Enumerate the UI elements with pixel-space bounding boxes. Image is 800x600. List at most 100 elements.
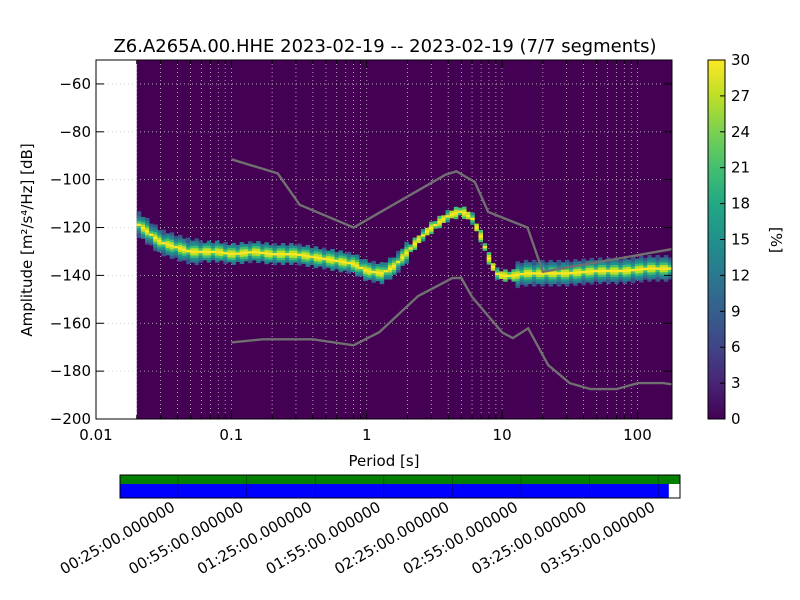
heatmap-cell (268, 250, 274, 253)
heatmap-cell (400, 251, 405, 254)
heatmap-cell (643, 272, 648, 275)
heatmap-cell (301, 246, 306, 250)
heatmap-cell (260, 258, 265, 262)
heatmap-cell (194, 252, 199, 256)
heatmap-cell (149, 235, 154, 239)
x-tick-label: 1 (362, 426, 372, 444)
heatmap-cell (470, 214, 475, 218)
heatmap-cell (527, 267, 533, 270)
heatmap-cell (363, 275, 368, 279)
heatmap-cell (412, 244, 418, 248)
heatmap-cell (408, 249, 414, 253)
heatmap-cell (243, 258, 249, 262)
heatmap-cell (445, 210, 451, 213)
heatmap-cell (593, 269, 599, 273)
heatmap-cell (532, 274, 537, 277)
colorbar-tick-label: 0 (731, 410, 741, 428)
heatmap-cell (153, 241, 158, 245)
heatmap-cell (317, 251, 323, 255)
heatmap-cell (190, 240, 195, 244)
heatmap-cell (412, 237, 418, 241)
heatmap-cell (536, 281, 541, 285)
heatmap-cell (639, 258, 644, 261)
heatmap-cell (639, 267, 644, 271)
heatmap-cell (206, 255, 212, 258)
heatmap-cell (280, 255, 286, 258)
heatmap-cell (379, 262, 385, 265)
heatmap-cell (309, 257, 315, 261)
heatmap-cell (367, 274, 372, 278)
time-tick-label: 03:55:00.000000 (537, 498, 658, 578)
heatmap-cell (144, 217, 150, 221)
heatmap-cell (548, 271, 553, 275)
heatmap-cell (486, 256, 492, 260)
heatmap-cell (544, 278, 549, 282)
heatmap-cell (532, 278, 537, 282)
heatmap-cell (198, 252, 204, 256)
heatmap-cell (639, 255, 644, 259)
heatmap-cell (346, 263, 352, 267)
heatmap-cell (392, 260, 397, 263)
heatmap-cell (556, 276, 562, 280)
heatmap-cell (519, 263, 525, 266)
heatmap-cell (589, 257, 595, 261)
heatmap-cell (564, 264, 570, 268)
heatmap-cell (466, 216, 471, 220)
heatmap-cell (165, 252, 171, 256)
heatmap-cell (556, 283, 562, 287)
heatmap-cell (626, 276, 632, 279)
heatmap-cell (634, 260, 640, 264)
heatmap-cell (597, 257, 603, 261)
heatmap-cell (214, 257, 220, 261)
heatmap-cell (462, 216, 467, 219)
heatmap-cell (404, 256, 409, 259)
heatmap-cell (342, 255, 348, 259)
heatmap-cell (177, 244, 183, 248)
heatmap-cell (190, 257, 195, 261)
heatmap-cell (227, 249, 232, 253)
heatmap-cell (227, 252, 232, 256)
heatmap-cell (606, 281, 611, 285)
heatmap-cell (618, 274, 623, 277)
heatmap-cell (639, 260, 644, 264)
heatmap-cell (322, 261, 327, 265)
heatmap-cell (515, 263, 521, 267)
heatmap-cell (597, 271, 603, 275)
heatmap-cell (626, 261, 632, 265)
time-tick-label: 02:25:00.000000 (331, 498, 452, 578)
heatmap-cell (659, 267, 665, 270)
heatmap-cell (235, 254, 241, 258)
heatmap-cell (560, 276, 566, 280)
heatmap-cell (161, 229, 166, 233)
heatmap-cell (622, 269, 628, 273)
y-tick-label: −180 (50, 362, 91, 380)
heatmap-cell (602, 271, 607, 275)
heatmap-cell (194, 257, 199, 261)
heatmap-cell (330, 265, 335, 269)
heatmap-cell (219, 257, 224, 261)
y-tick-label: −120 (50, 219, 91, 237)
heatmap-cell (256, 248, 261, 252)
heatmap-cell (606, 278, 611, 282)
heatmap-cell (289, 262, 294, 266)
heatmap-cell (441, 215, 446, 219)
heatmap-cell (272, 262, 278, 266)
heatmap-cell (659, 269, 665, 273)
heatmap-cell (573, 273, 578, 277)
heatmap-cell (202, 250, 208, 254)
heatmap-cell (412, 247, 418, 250)
heatmap-cell (268, 254, 274, 258)
heatmap-cell (540, 259, 545, 263)
heatmap-cell (326, 262, 331, 266)
heatmap-cell (622, 259, 628, 263)
heatmap-cell (280, 259, 286, 263)
heatmap-cell (169, 234, 175, 238)
heatmap-cell (346, 261, 352, 265)
heatmap-cell (363, 271, 368, 274)
heatmap-cell (210, 257, 216, 261)
heatmap-cell (634, 263, 640, 267)
heatmap-cell (527, 276, 533, 280)
heatmap-cell (359, 263, 364, 267)
heatmap-cell (272, 259, 278, 263)
